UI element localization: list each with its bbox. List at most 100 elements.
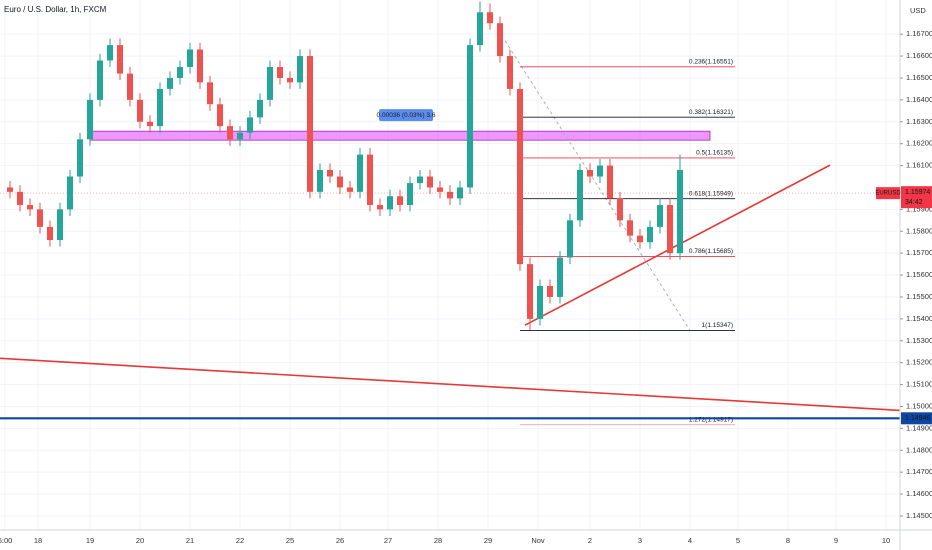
candle-body — [327, 169, 333, 177]
fib-label: 0.5(1.16135) — [696, 150, 733, 157]
candle-body — [317, 169, 323, 192]
x-tick-label: 2 — [588, 536, 592, 545]
price-label: 1.15974 — [905, 189, 930, 196]
y-tick-label: 1.15500 — [906, 292, 932, 301]
y-tick-label: 1.15800 — [906, 226, 932, 235]
candle-body — [157, 88, 163, 127]
candle-body — [417, 176, 423, 184]
candle-body — [17, 191, 23, 205]
x-tick-label: 21 — [186, 536, 194, 545]
y-tick-label: 1.16600 — [906, 51, 932, 60]
candle-body — [657, 204, 663, 227]
y-tick-label: 1.16100 — [906, 161, 932, 170]
x-tick-label: 20 — [136, 536, 144, 545]
candle-body — [457, 187, 463, 199]
x-tick-label: 19 — [86, 536, 94, 545]
x-tick-label: 5 — [736, 536, 740, 545]
candle-body — [597, 165, 603, 177]
candle-body — [357, 154, 363, 192]
candle-body — [177, 67, 183, 78]
y-tick-label: 1.15900 — [906, 204, 932, 213]
candle-body — [297, 56, 303, 83]
candle-body — [397, 196, 403, 205]
countdown-label: 34:42 — [905, 199, 923, 206]
y-tick-label: 1.15600 — [906, 270, 932, 279]
candle-body — [127, 73, 133, 100]
fib-label: 0.618(1.15949) — [689, 190, 733, 197]
candle-body — [567, 220, 573, 258]
candle-body — [437, 187, 443, 192]
candle-body — [557, 257, 563, 297]
x-tick-label: 6:00 — [0, 536, 12, 545]
candle-body — [617, 198, 623, 221]
candle-body — [277, 67, 283, 78]
y-tick-label: 1.15000 — [906, 401, 932, 410]
y-tick-label: 1.14500 — [906, 511, 932, 520]
candle-body — [87, 99, 93, 140]
symbol-tag — [876, 187, 900, 200]
y-tick-label: 1.16400 — [906, 95, 932, 104]
x-tick-label: 26 — [336, 536, 344, 545]
candle-body — [347, 187, 353, 192]
candle-body — [447, 191, 453, 199]
y-tick-label: 1.14800 — [906, 445, 932, 454]
candle-body — [647, 226, 653, 243]
x-tick-label: 3 — [638, 536, 642, 545]
price-tag — [901, 186, 932, 209]
fib-label: 1(1.15347) — [702, 322, 733, 329]
candle-body — [517, 88, 523, 265]
measure-box — [379, 109, 433, 122]
candle-body — [57, 209, 63, 241]
fib-label: 0.382(1.16321) — [689, 109, 733, 116]
y-tick-label: 1.16500 — [906, 73, 932, 82]
currency-label: USD — [910, 6, 926, 15]
x-tick-label: 18 — [34, 536, 42, 545]
candle-body — [147, 121, 153, 127]
candle-body — [577, 169, 583, 221]
candle-body — [407, 183, 413, 205]
candle-body — [227, 126, 233, 140]
y-tick-label: 1.15200 — [906, 358, 932, 367]
x-tick-label: Nov — [531, 536, 545, 545]
y-tick-label: 1.14900 — [906, 423, 932, 432]
y-tick-label: 1.15700 — [906, 248, 932, 257]
x-tick-label: 8 — [786, 536, 790, 545]
x-tick-label: 9 — [834, 536, 838, 545]
candle-body — [587, 169, 593, 177]
x-tick-label: 27 — [384, 536, 392, 545]
candle-body — [167, 77, 173, 89]
x-tick-label: 25 — [286, 536, 294, 545]
zone — [89, 130, 711, 141]
y-tick-label: 1.14600 — [906, 489, 932, 498]
candle-body — [637, 235, 643, 243]
fib-label: 0.236(1.16551) — [689, 59, 733, 66]
candle-body — [497, 23, 503, 57]
candle-body — [677, 169, 683, 254]
symbol-label: EURUSD — [875, 191, 901, 197]
candle-body — [367, 154, 373, 205]
measure-label: 0.00036 (0.03%) 3.6 — [377, 112, 436, 119]
candle-body — [67, 176, 73, 210]
candle-body — [187, 49, 193, 68]
y-tick-label: 1.15100 — [906, 380, 932, 389]
candle-body — [247, 117, 253, 133]
candle-body — [387, 196, 393, 210]
candle-body — [477, 12, 483, 46]
y-tick-label: 1.14700 — [906, 467, 932, 476]
candle-body — [207, 82, 213, 105]
candle-body — [27, 204, 33, 210]
candle-body — [197, 49, 203, 83]
x-tick-label: 28 — [434, 536, 442, 545]
hline-label: 1.14946 — [905, 415, 930, 422]
candle-body — [307, 56, 313, 192]
x-tick-label: 4 — [688, 536, 692, 545]
candle-body — [487, 12, 493, 24]
candle-body — [97, 60, 103, 100]
candle-body — [467, 45, 473, 188]
candle-body — [537, 286, 543, 319]
candle-body — [77, 139, 83, 177]
candle-body — [527, 264, 533, 319]
candle-body — [507, 56, 513, 89]
candle-body — [107, 45, 113, 61]
candle-body — [37, 209, 43, 227]
